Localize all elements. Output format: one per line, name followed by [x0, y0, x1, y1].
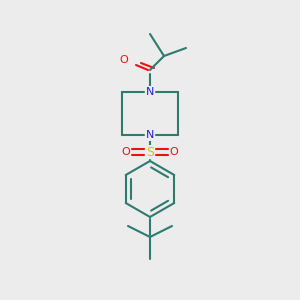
- Text: O: O: [120, 55, 128, 65]
- Text: N: N: [146, 130, 154, 140]
- Text: N: N: [146, 87, 154, 97]
- Text: O: O: [122, 147, 130, 157]
- Text: S: S: [146, 146, 154, 158]
- Text: O: O: [169, 147, 178, 157]
